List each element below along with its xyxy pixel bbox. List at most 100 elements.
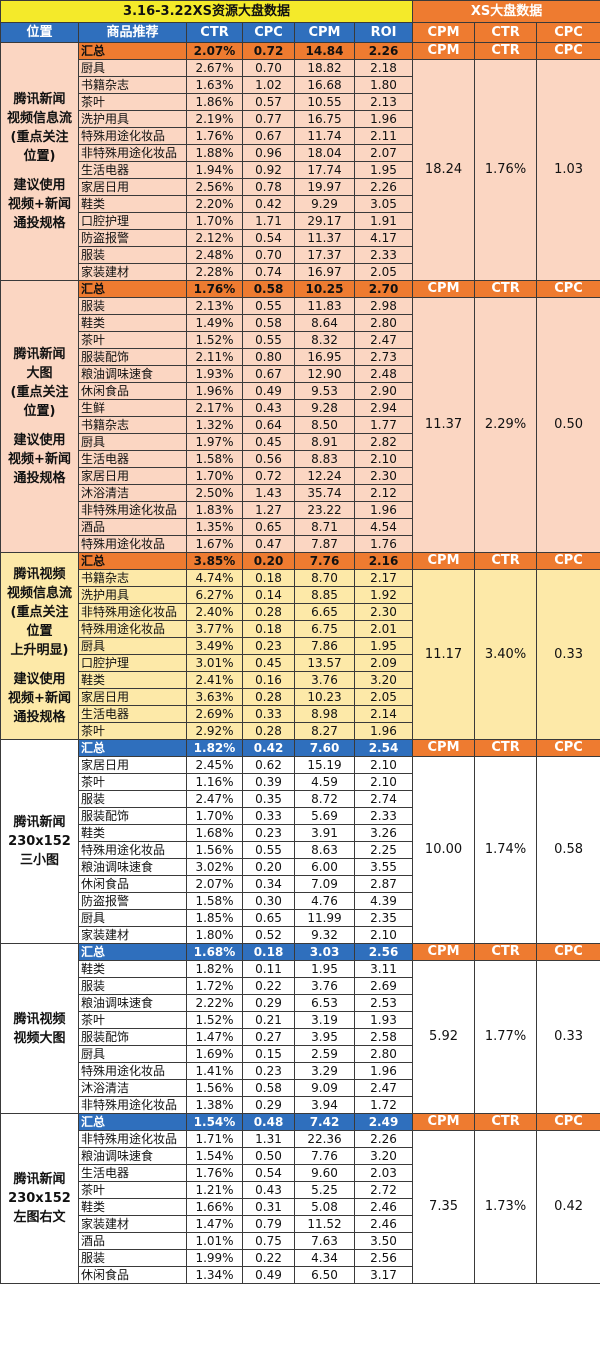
cell-ctr: 2.13%	[186, 297, 243, 315]
product-name: 口腔护理	[78, 212, 187, 230]
header-market-ctr: CTR	[474, 22, 538, 43]
product-name: 粮油调味速食	[78, 365, 187, 383]
table-row: 特殊用途化妆品 1.76% 0.67 11.74 2.11	[1, 127, 600, 145]
cell-ctr: 1.56%	[186, 1079, 243, 1097]
cell-ctr: 1.70%	[186, 467, 243, 485]
cell-cpc: 0.16	[242, 671, 295, 689]
cell-cpc: 0.23	[242, 637, 295, 655]
cell-ctr: 6.27%	[186, 586, 243, 604]
cell-cpm: 7.87	[294, 535, 355, 553]
cell-cpm: 3.76	[294, 671, 355, 689]
cell-cpm: 6.65	[294, 603, 355, 621]
cell-ctr: 2.48%	[186, 246, 243, 264]
cell-cpc: 0.22	[242, 977, 295, 995]
cell-ctr: 1.83%	[186, 501, 243, 519]
product-name: 非特殊用途化妆品	[78, 603, 187, 621]
position-line: 通投规格	[13, 216, 66, 231]
product-name: 鞋类	[78, 824, 187, 842]
cell-ctr: 2.22%	[186, 994, 243, 1012]
market-cpm-value: 18.24	[412, 59, 476, 281]
cell-cpc: 0.43	[242, 1181, 295, 1199]
cell-roi: 2.72	[353, 1181, 414, 1199]
cell-ctr: 1.80%	[186, 926, 243, 944]
cell-cpc: 0.21	[242, 1011, 295, 1029]
cell-roi: 2.25	[353, 841, 414, 859]
product-name: 鞋类	[78, 195, 187, 213]
cell-ctr: 2.56%	[186, 178, 243, 196]
cell-cpm: 7.76	[294, 1147, 355, 1165]
cell-roi: 2.46	[353, 1198, 414, 1216]
position-line: 腾讯新闻	[13, 92, 66, 107]
header-cpc: CPC	[242, 22, 295, 43]
product-name: 厨具	[78, 637, 187, 655]
summary-cpm: 7.60	[294, 739, 355, 757]
cell-ctr: 1.58%	[186, 450, 243, 468]
position-line: (重点关注	[10, 605, 69, 620]
cell-cpc: 0.27	[242, 1028, 295, 1046]
cell-cpm: 5.08	[294, 1198, 355, 1216]
market-header-cpc: CPC	[536, 42, 600, 60]
market-header-cpm: CPM	[412, 280, 476, 298]
cell-cpm: 11.83	[294, 297, 355, 315]
cell-cpm: 23.22	[294, 501, 355, 519]
table-row: 非特殊用途化妆品 1.88% 0.96 18.04 2.07	[1, 144, 600, 162]
market-cpc-value: 1.03	[536, 59, 600, 281]
cell-cpc: 0.96	[242, 144, 295, 162]
cell-cpm: 16.75	[294, 110, 355, 128]
cell-ctr: 1.76%	[186, 1164, 243, 1182]
table-row: 服装 2.48% 0.70 17.37 2.33	[1, 246, 600, 264]
cell-ctr: 1.63%	[186, 76, 243, 94]
cell-cpm: 10.23	[294, 688, 355, 706]
cell-cpm: 4.76	[294, 892, 355, 910]
position-line: 通投规格	[13, 710, 66, 725]
cell-cpm: 8.50	[294, 416, 355, 434]
cell-ctr: 2.07%	[186, 875, 243, 893]
cell-roi: 2.46	[353, 1215, 414, 1233]
table-row: 非特殊用途化妆品 1.38% 0.29 3.94 1.72	[1, 1096, 600, 1114]
cell-cpm: 7.63	[294, 1232, 355, 1250]
market-ctr-value: 1.74%	[474, 756, 538, 944]
product-name: 特殊用途化妆品	[78, 127, 187, 145]
product-name: 厨具	[78, 433, 187, 451]
table-row: 洗护用具 6.27% 0.14 8.85 1.92	[1, 586, 600, 604]
position-line: 视频信息流	[6, 586, 72, 601]
cell-cpc: 0.23	[242, 824, 295, 842]
summary-cpc: 0.58	[242, 280, 295, 298]
position-cell: 腾讯新闻 230x152 左图右文	[0, 1113, 79, 1284]
cell-cpm: 11.52	[294, 1215, 355, 1233]
cell-ctr: 4.74%	[186, 569, 243, 587]
summary-label: 汇总	[78, 42, 187, 60]
summary-ctr: 2.07%	[186, 42, 243, 60]
cell-cpm: 8.27	[294, 722, 355, 740]
product-name: 服装	[78, 977, 187, 995]
summary-row: 腾讯新闻 230x152 三小图 汇总 1.82% 0.42 7.60 2.54 CPM CTR C…	[0, 739, 600, 944]
cell-roi: 2.26	[353, 1130, 414, 1148]
position-line: 上升明显)	[10, 643, 69, 658]
product-name: 厨具	[78, 59, 187, 77]
product-name: 特殊用途化妆品	[78, 620, 187, 638]
product-name: 书籍杂志	[78, 76, 187, 94]
cell-cpc: 0.15	[242, 1045, 295, 1063]
cell-cpc: 0.65	[242, 909, 295, 927]
summary-cpm: 14.84	[294, 42, 355, 60]
product-name: 沐浴清洁	[78, 1079, 187, 1097]
cell-ctr: 1.70%	[186, 807, 243, 825]
cell-cpc: 0.78	[242, 178, 295, 196]
cell-roi: 4.54	[353, 518, 414, 536]
table-row: 厨具 3.49% 0.23 7.86 1.95	[1, 637, 600, 655]
cell-ctr: 1.41%	[186, 1062, 243, 1080]
cell-cpc: 0.56	[242, 450, 295, 468]
market-data-table: 3.16-3.22XS资源大盘数据 XS大盘数据 位置 商品推荐 CTR CPC…	[0, 0, 600, 1284]
product-name: 洗护用具	[78, 586, 187, 604]
cell-roi: 2.11	[353, 127, 414, 145]
cell-ctr: 1.67%	[186, 535, 243, 553]
cell-roi: 2.82	[353, 433, 414, 451]
cell-cpc: 0.50	[242, 1147, 295, 1165]
cell-roi: 2.80	[353, 1045, 414, 1063]
cell-cpm: 8.98	[294, 705, 355, 723]
cell-roi: 4.17	[353, 229, 414, 247]
cell-ctr: 1.47%	[186, 1028, 243, 1046]
market-header-ctr: CTR	[474, 943, 538, 961]
product-name: 生鲜	[78, 399, 187, 417]
market-ctr-value: 1.76%	[474, 59, 538, 281]
